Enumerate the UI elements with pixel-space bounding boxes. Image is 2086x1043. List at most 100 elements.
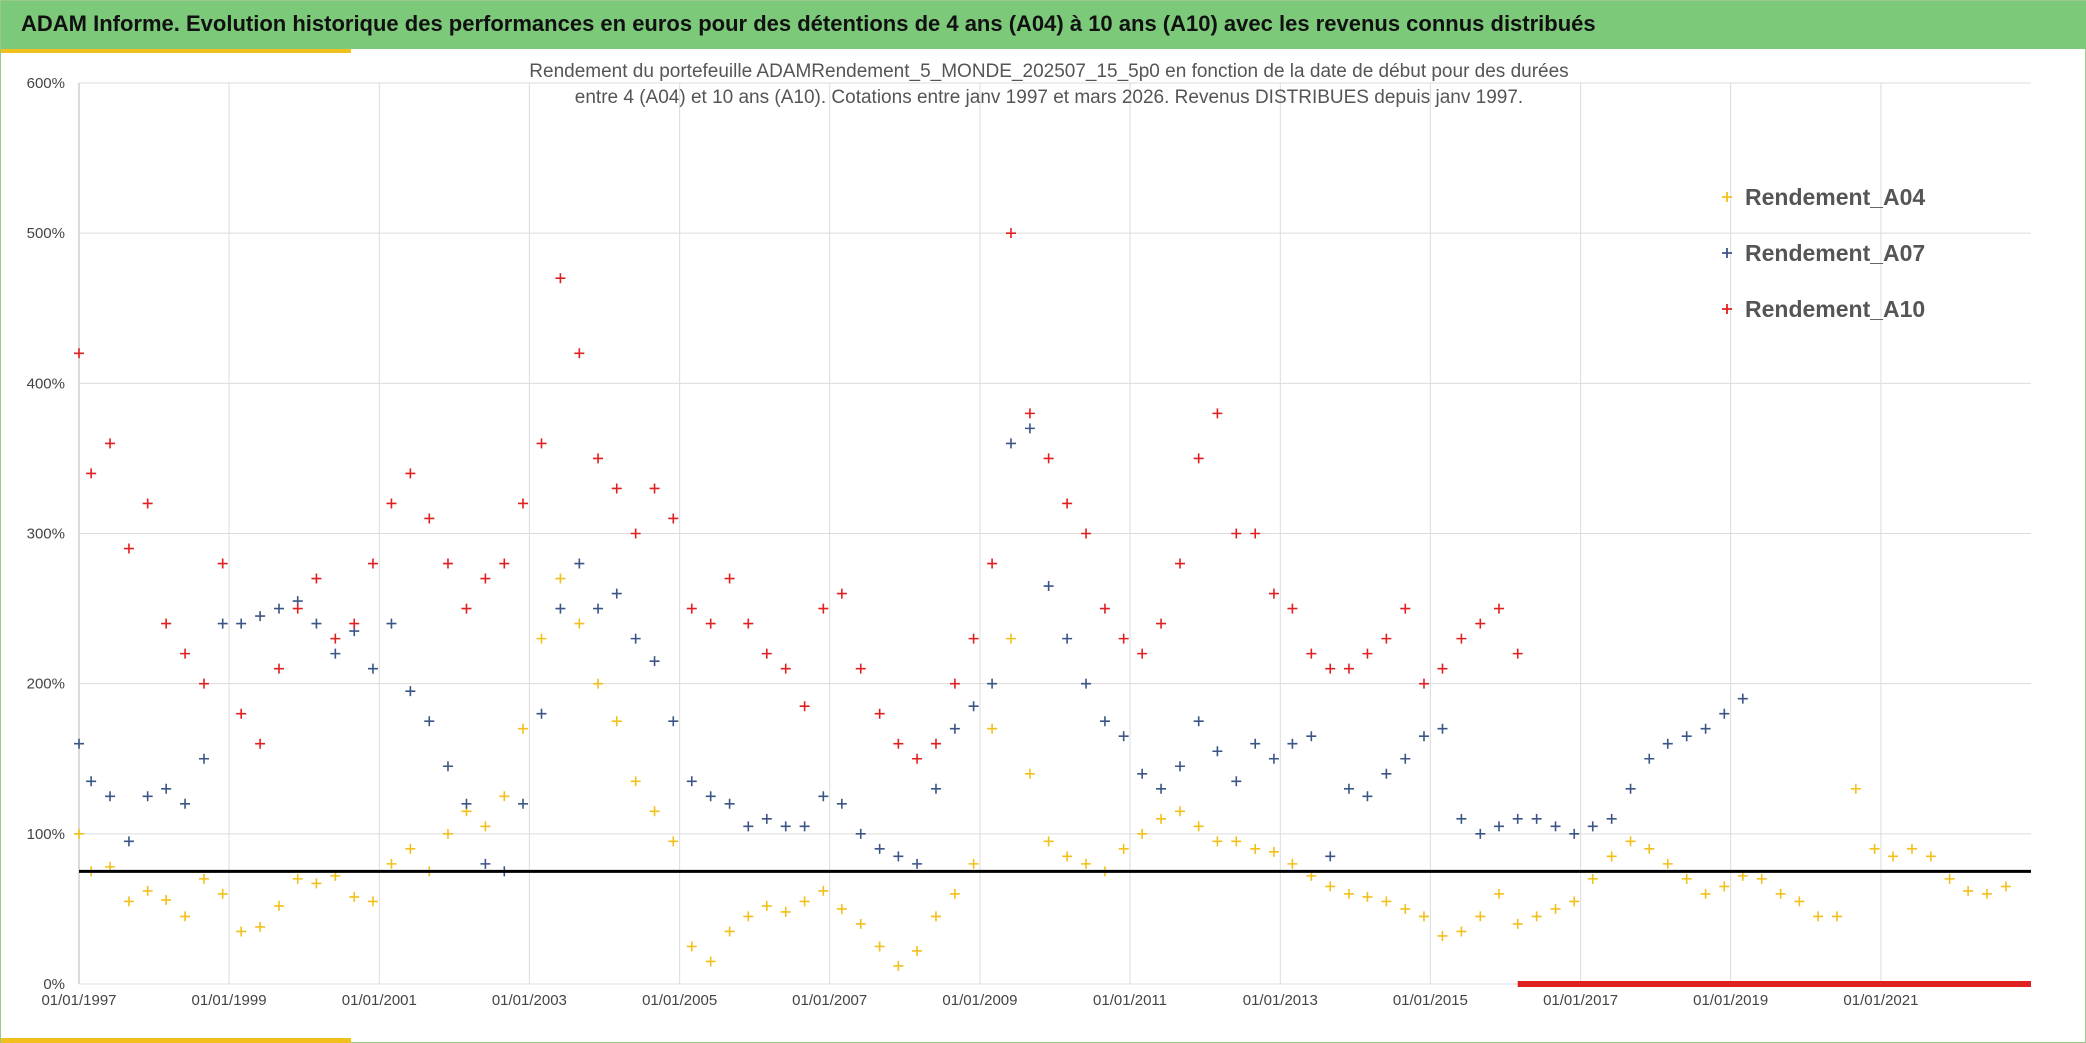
data-point — [198, 753, 209, 764]
data-point — [874, 941, 885, 952]
data-point — [274, 663, 285, 674]
data-point — [780, 821, 791, 832]
data-point — [1081, 528, 1092, 539]
data-point — [1512, 813, 1523, 824]
data-point — [480, 821, 491, 832]
data-point — [1250, 738, 1261, 749]
x-tick-label: 01/01/2013 — [1243, 992, 1318, 1009]
data-point — [555, 573, 566, 584]
data-point — [161, 894, 172, 905]
data-point — [255, 738, 266, 749]
y-tick-label: 400% — [27, 375, 65, 392]
data-point — [649, 483, 660, 494]
data-point — [1418, 678, 1429, 689]
data-point — [405, 843, 416, 854]
data-point — [1006, 228, 1017, 239]
data-point — [74, 348, 84, 359]
data-point — [1644, 843, 1655, 854]
legend-label: Rendement_A10 — [1745, 296, 1925, 322]
data-point — [593, 678, 604, 689]
data-point — [1400, 753, 1411, 764]
data-point — [1925, 851, 1936, 862]
data-point — [518, 798, 529, 809]
data-point — [1456, 633, 1467, 644]
data-point — [668, 836, 679, 847]
data-point — [855, 828, 866, 839]
data-point — [311, 878, 322, 889]
data-point — [1268, 753, 1279, 764]
data-point — [893, 960, 904, 971]
data-point — [499, 558, 510, 569]
data-point — [292, 873, 303, 884]
data-point — [424, 716, 435, 727]
data-point — [1719, 708, 1730, 719]
data-point — [1287, 603, 1298, 614]
data-point — [1606, 851, 1617, 862]
data-point — [1794, 896, 1805, 907]
x-tick-label: 01/01/2005 — [642, 992, 717, 1009]
data-point — [1024, 423, 1035, 434]
data-point — [987, 723, 998, 734]
data-point — [799, 701, 810, 712]
data-point — [874, 708, 885, 719]
data-point — [1306, 731, 1317, 742]
data-point — [105, 791, 116, 802]
data-point — [705, 956, 716, 967]
data-point — [893, 851, 904, 862]
data-point — [630, 528, 641, 539]
data-point — [818, 885, 829, 896]
data-point — [1418, 731, 1429, 742]
data-point — [686, 941, 697, 952]
data-point — [1737, 693, 1748, 704]
data-point — [311, 573, 322, 584]
series-a07-points — [74, 423, 1748, 877]
data-point — [1174, 761, 1185, 772]
data-point — [1888, 851, 1899, 862]
data-point — [123, 836, 134, 847]
x-tick-label: 01/01/2001 — [342, 992, 417, 1009]
data-point — [1569, 828, 1580, 839]
data-point — [1006, 438, 1017, 449]
data-point — [142, 791, 153, 802]
y-tick-label: 500% — [27, 225, 65, 242]
data-point — [930, 738, 941, 749]
data-point — [1250, 528, 1261, 539]
data-point — [424, 513, 435, 524]
data-point — [161, 618, 172, 629]
data-point — [1437, 723, 1448, 734]
data-point — [1456, 813, 1467, 824]
data-point — [1494, 603, 1505, 614]
data-point — [1362, 791, 1373, 802]
data-point — [949, 723, 960, 734]
y-tick-label: 600% — [27, 75, 65, 92]
data-point — [180, 798, 191, 809]
data-point — [930, 783, 941, 794]
data-point — [705, 791, 716, 802]
data-point — [818, 791, 829, 802]
legend-marker — [1722, 192, 1732, 202]
legend-marker — [1722, 248, 1732, 258]
data-point — [1850, 783, 1861, 794]
data-point — [217, 558, 228, 569]
data-point — [1325, 663, 1336, 674]
data-point — [461, 603, 472, 614]
data-point — [1625, 783, 1636, 794]
data-point — [1550, 821, 1561, 832]
accent-bar-top — [1, 49, 351, 53]
data-point — [180, 648, 191, 659]
data-point — [330, 648, 341, 659]
data-point — [1644, 753, 1655, 764]
bottom-band — [1517, 981, 2031, 987]
data-point — [518, 723, 529, 734]
x-tick-label: 01/01/2007 — [792, 992, 867, 1009]
data-point — [1118, 731, 1129, 742]
data-point — [1043, 453, 1054, 464]
data-point — [1212, 836, 1223, 847]
data-point — [217, 888, 228, 899]
x-tick-label: 01/01/2015 — [1393, 992, 1468, 1009]
data-point — [1512, 918, 1523, 929]
data-point — [1250, 843, 1261, 854]
data-point — [105, 438, 116, 449]
data-point — [593, 603, 604, 614]
